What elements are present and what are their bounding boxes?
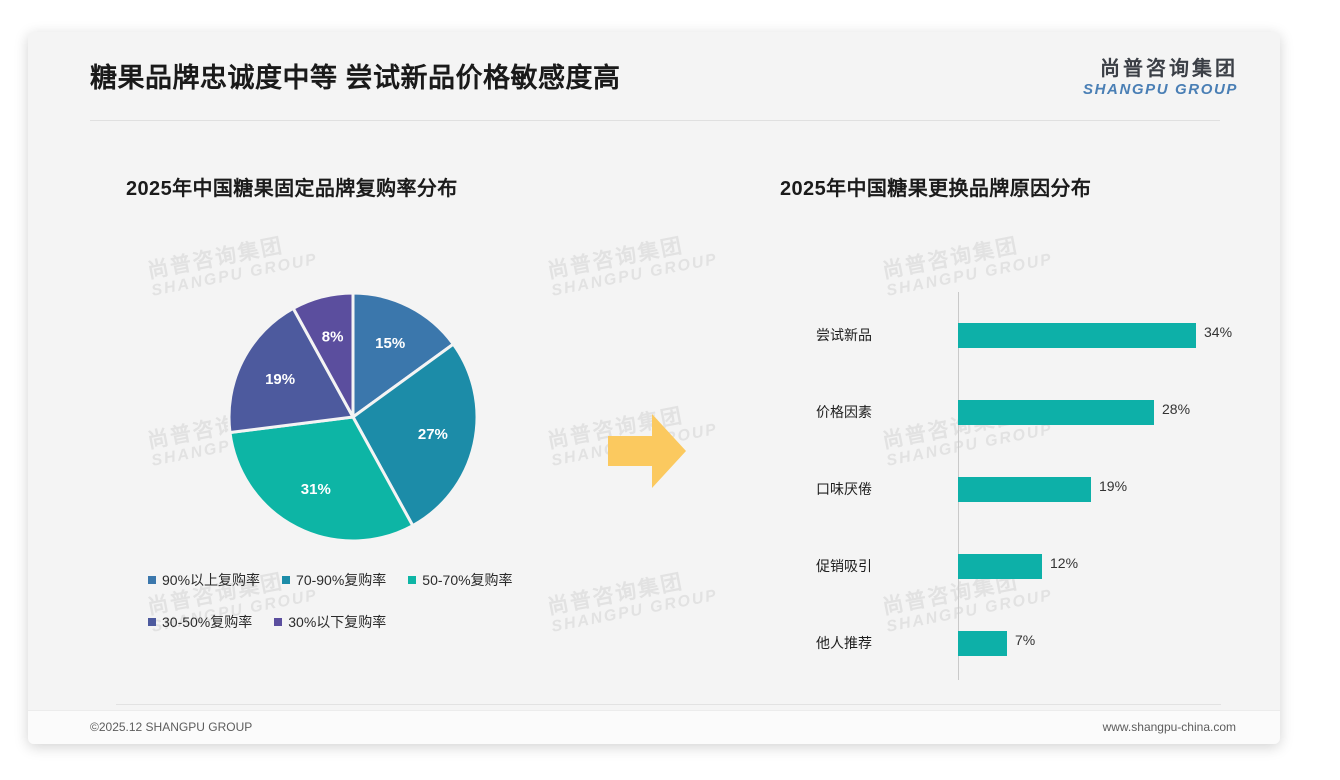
- pie-slice-label: 8%: [322, 329, 344, 346]
- arrow-right-icon: [604, 410, 690, 497]
- footer-copyright: ©2025.12 SHANGPU GROUP: [90, 720, 253, 734]
- bar-track: 28%: [940, 392, 1250, 432]
- bar-fill[interactable]: [958, 477, 1091, 502]
- brand-logo: 尚普咨询集团 SHANGPU GROUP: [1083, 58, 1238, 98]
- watermark-line-en: SHANGPU GROUP: [550, 250, 720, 300]
- bar-category-label: 他人推荐: [816, 635, 872, 651]
- slide-canvas: 尚普咨询集团 SHANGPU GROUP 尚普咨询集团 SHANGPU GROU…: [28, 32, 1280, 744]
- bar-value-label: 7%: [1015, 632, 1036, 648]
- pie-chart: 15% 27% 31% 19% 8%: [208, 277, 528, 557]
- pie-slice: [351, 342, 479, 528]
- bar-row: 促销吸引 12%: [780, 546, 1250, 586]
- legend-swatch-icon: [282, 576, 291, 584]
- title-divider: [90, 120, 1220, 121]
- bar-track: 34%: [940, 315, 1250, 355]
- legend-item-label: 90%以上复购率: [162, 572, 261, 588]
- left-chart-title: 2025年中国糖果固定品牌复购率分布: [126, 178, 458, 200]
- pie-slice-label: 15%: [375, 335, 405, 352]
- bar-value-label: 28%: [1162, 401, 1191, 417]
- legend-row: 90%以上复购率 70-90%复购率 50-70%复购率: [148, 570, 618, 590]
- pie-slice-label: 27%: [418, 426, 448, 443]
- pie-slice: [227, 306, 356, 435]
- legend-row: 30-50%复购率 30%以下复购率: [148, 612, 618, 632]
- bar-track: 7%: [940, 623, 1250, 663]
- legend-item[interactable]: 90%以上复购率: [148, 570, 260, 590]
- bar-row: 他人推荐 7%: [780, 623, 1250, 663]
- bar-row: 口味厌倦 19%: [780, 469, 1250, 509]
- bar-fill[interactable]: [958, 400, 1154, 425]
- bar-value-label: 19%: [1099, 478, 1128, 494]
- page-title: 糖果品牌忠诚度中等 尝试新品价格敏感度高: [90, 63, 621, 93]
- pie-slice-label: 31%: [301, 481, 331, 498]
- legend-swatch-icon: [408, 576, 417, 584]
- bar-fill[interactable]: [958, 323, 1196, 348]
- bar-category-label: 促销吸引: [816, 558, 872, 574]
- pie-slice: [228, 415, 415, 543]
- bar-value-label: 34%: [1204, 324, 1233, 340]
- legend-item[interactable]: 70-90%复购率: [282, 570, 386, 590]
- bar-value-label: 12%: [1050, 555, 1079, 571]
- legend-item-label: 70-90%复购率: [296, 572, 387, 588]
- bar-track: 12%: [940, 546, 1250, 586]
- pie-slice: [351, 291, 456, 420]
- watermark-line-cn: 尚普咨询集团: [545, 234, 686, 284]
- watermark-line-cn: 尚普咨询集团: [145, 234, 286, 284]
- legend-item-label: 50-70%复购率: [422, 572, 513, 588]
- right-chart-title: 2025年中国糖果更换品牌原因分布: [780, 178, 1092, 200]
- bar-track: 19%: [940, 469, 1250, 509]
- slide-footer: ©2025.12 SHANGPU GROUP www.shangpu-china…: [28, 710, 1280, 744]
- watermark: 尚普咨询集团 SHANGPU GROUP: [546, 228, 720, 300]
- logo-text-cn: 尚普咨询集团: [1100, 58, 1238, 80]
- bar-row: 尝试新品 34%: [780, 315, 1250, 355]
- bar-fill[interactable]: [958, 631, 1007, 656]
- bar-fill[interactable]: [958, 554, 1042, 579]
- legend-swatch-icon: [148, 618, 156, 626]
- logo-text-en: SHANGPU GROUP: [1083, 81, 1238, 98]
- bar-chart: 尝试新品 34% 价格因素 28% 口味厌倦 19% 促销吸引 12% 他人推荐 7%: [780, 282, 1250, 682]
- legend-swatch-icon: [148, 576, 156, 584]
- bar-category-label: 尝试新品: [816, 327, 872, 343]
- bar-category-label: 价格因素: [816, 404, 872, 420]
- pie-slice-label: 19%: [265, 371, 295, 388]
- pie-label-group: 15% 27% 31% 19% 8%: [265, 329, 448, 498]
- legend-swatch-icon: [274, 618, 283, 626]
- legend-item[interactable]: 50-70%复购率: [408, 570, 513, 590]
- slide-header: 糖果品牌忠诚度中等 尝试新品价格敏感度高 尚普咨询集团 SHANGPU GROU…: [28, 32, 1280, 120]
- watermark-line-cn: 尚普咨询集团: [880, 234, 1021, 284]
- bar-row: 价格因素 28%: [780, 392, 1250, 432]
- pie-slice: [291, 291, 355, 418]
- pie-chart-svg: 15% 27% 31% 19% 8%: [227, 291, 479, 543]
- footnote-divider: [116, 704, 1221, 705]
- legend-item[interactable]: 30-50%复购率: [148, 612, 252, 632]
- footer-website[interactable]: www.shangpu-china.com: [1102, 720, 1236, 734]
- pie-slice-group: [227, 291, 479, 543]
- pie-legend: 90%以上复购率 70-90%复购率 50-70%复购率 30-50%复购率 30%以下…: [148, 570, 618, 654]
- legend-item-label: 30%以下复购率: [288, 614, 387, 630]
- bar-category-label: 口味厌倦: [816, 481, 872, 497]
- legend-item-label: 30-50%复购率: [162, 614, 253, 630]
- legend-item[interactable]: 30%以下复购率: [274, 612, 386, 632]
